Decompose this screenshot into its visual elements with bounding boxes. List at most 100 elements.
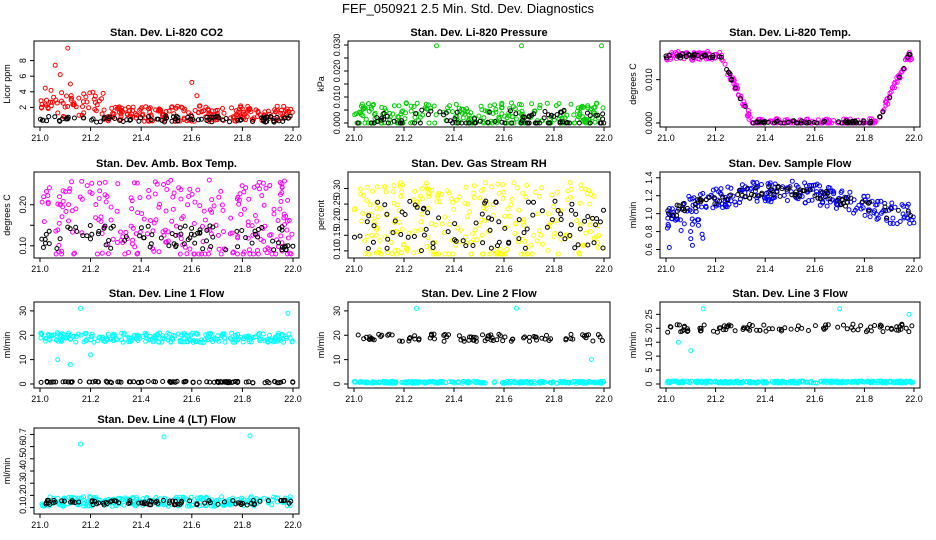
data-point-cycle (115, 181, 121, 187)
y-tick-label: 6 (18, 74, 28, 79)
data-point-avg (249, 240, 255, 246)
data-point-cycle (241, 249, 247, 255)
data-point-cycle (249, 223, 255, 229)
data-point-cycle (209, 497, 214, 503)
data-point-avg (714, 329, 720, 335)
data-point-avg (585, 242, 591, 248)
data-point-cycle (263, 185, 269, 191)
data-point-avg (179, 498, 184, 504)
data-point-avg (182, 223, 188, 229)
data-point-avg (593, 222, 599, 228)
y-tick-label: 0.1 (18, 501, 28, 514)
data-point-avg (471, 334, 477, 340)
data-point-avg (843, 118, 849, 124)
data-point-avg (530, 212, 536, 218)
data-point-cycle (553, 218, 559, 224)
data-point-avg (493, 199, 499, 205)
data-point-cycle (152, 191, 158, 197)
data-point-avg (664, 55, 670, 61)
data-point-cycle (476, 113, 482, 119)
data-point-cycle (481, 115, 487, 121)
data-point-cycle (830, 188, 836, 194)
data-point-avg (68, 379, 74, 385)
data-point-cycle (531, 232, 537, 238)
data-point-avg (866, 200, 871, 206)
data-point-avg (487, 227, 493, 233)
data-point-cycle (59, 214, 65, 220)
data-point-cycle (376, 247, 382, 253)
data-point-cycle (854, 205, 860, 211)
data-point-cycle (267, 183, 273, 188)
data-point-cycle (578, 182, 584, 188)
data-point-avg (560, 119, 565, 125)
data-point-cycle (482, 218, 488, 224)
data-point-cycle (713, 186, 719, 192)
data-point-cycle (135, 250, 141, 256)
data-point-cycle (418, 227, 424, 233)
data-point-cycle (260, 331, 266, 337)
data-point-cycle (199, 251, 205, 257)
data-point-avg (717, 198, 723, 204)
data-point-cycle (47, 185, 52, 191)
data-point-cycle (95, 338, 101, 344)
x-tick-label: 21.8 (234, 394, 252, 404)
data-point-cycle (867, 214, 873, 220)
data-point-cycle (352, 379, 358, 385)
data-point-cycle (351, 379, 357, 384)
x-tick-label: 21.0 (31, 264, 49, 274)
data-point-avg (558, 217, 564, 222)
data-point-cycle (855, 380, 861, 386)
x-tick-label: 21.4 (445, 394, 463, 404)
data-point-cycle (289, 339, 295, 345)
data-point-cycle (537, 105, 543, 111)
data-point-avg (848, 195, 854, 201)
data-point-cycle (113, 104, 118, 110)
data-point-avg (278, 498, 284, 503)
outlier-point (88, 352, 94, 358)
panel-title: Stan. Dev. Line 3 Flow (732, 288, 848, 300)
data-point-cycle (537, 102, 543, 108)
data-point-cycle (582, 119, 588, 125)
data-point-avg (145, 378, 151, 384)
data-point-cycle (897, 219, 903, 224)
data-point-cycle (117, 495, 123, 501)
data-point-cycle (813, 380, 818, 386)
data-point-avg (753, 185, 759, 191)
data-point-avg (459, 120, 465, 126)
data-point-cycle (190, 339, 196, 345)
data-point-cycle (829, 378, 835, 384)
data-point-avg (575, 242, 581, 248)
data-point-cycle (493, 106, 499, 112)
data-point-cycle (703, 203, 709, 209)
data-point-avg (361, 336, 367, 342)
data-point-cycle (205, 106, 211, 112)
data-point-cycle (538, 232, 544, 238)
x-tick-label: 21.6 (495, 133, 513, 143)
x-tick-label: 21.8 (234, 520, 252, 530)
data-point-avg (116, 500, 122, 506)
data-point-cycle (255, 248, 260, 253)
data-point-cycle (781, 192, 787, 198)
data-point-avg (909, 323, 915, 329)
x-tick-label: 22.0 (284, 394, 302, 404)
data-point-avg (463, 243, 469, 249)
data-point-cycle (289, 231, 295, 237)
data-point-cycle (268, 232, 274, 238)
y-tick-label: 0.25 (332, 195, 342, 213)
y-tick-label: 0 (18, 381, 28, 386)
data-point-avg (458, 337, 464, 343)
data-point-avg (209, 119, 215, 125)
data-point-avg (473, 220, 479, 226)
y-tick-label: 0.6 (18, 440, 28, 453)
y-tick-label: 0 (644, 381, 654, 386)
data-point-avg (557, 119, 563, 125)
data-point-avg (127, 117, 133, 123)
data-point-avg (261, 118, 267, 124)
data-point-cycle (556, 101, 562, 107)
data-point-avg (718, 325, 724, 331)
data-point-cycle (118, 229, 123, 235)
data-point-cycle (387, 110, 393, 116)
x-tick-label: 21.4 (756, 133, 774, 143)
data-point-avg (357, 233, 363, 239)
data-point-cycle (826, 120, 832, 126)
